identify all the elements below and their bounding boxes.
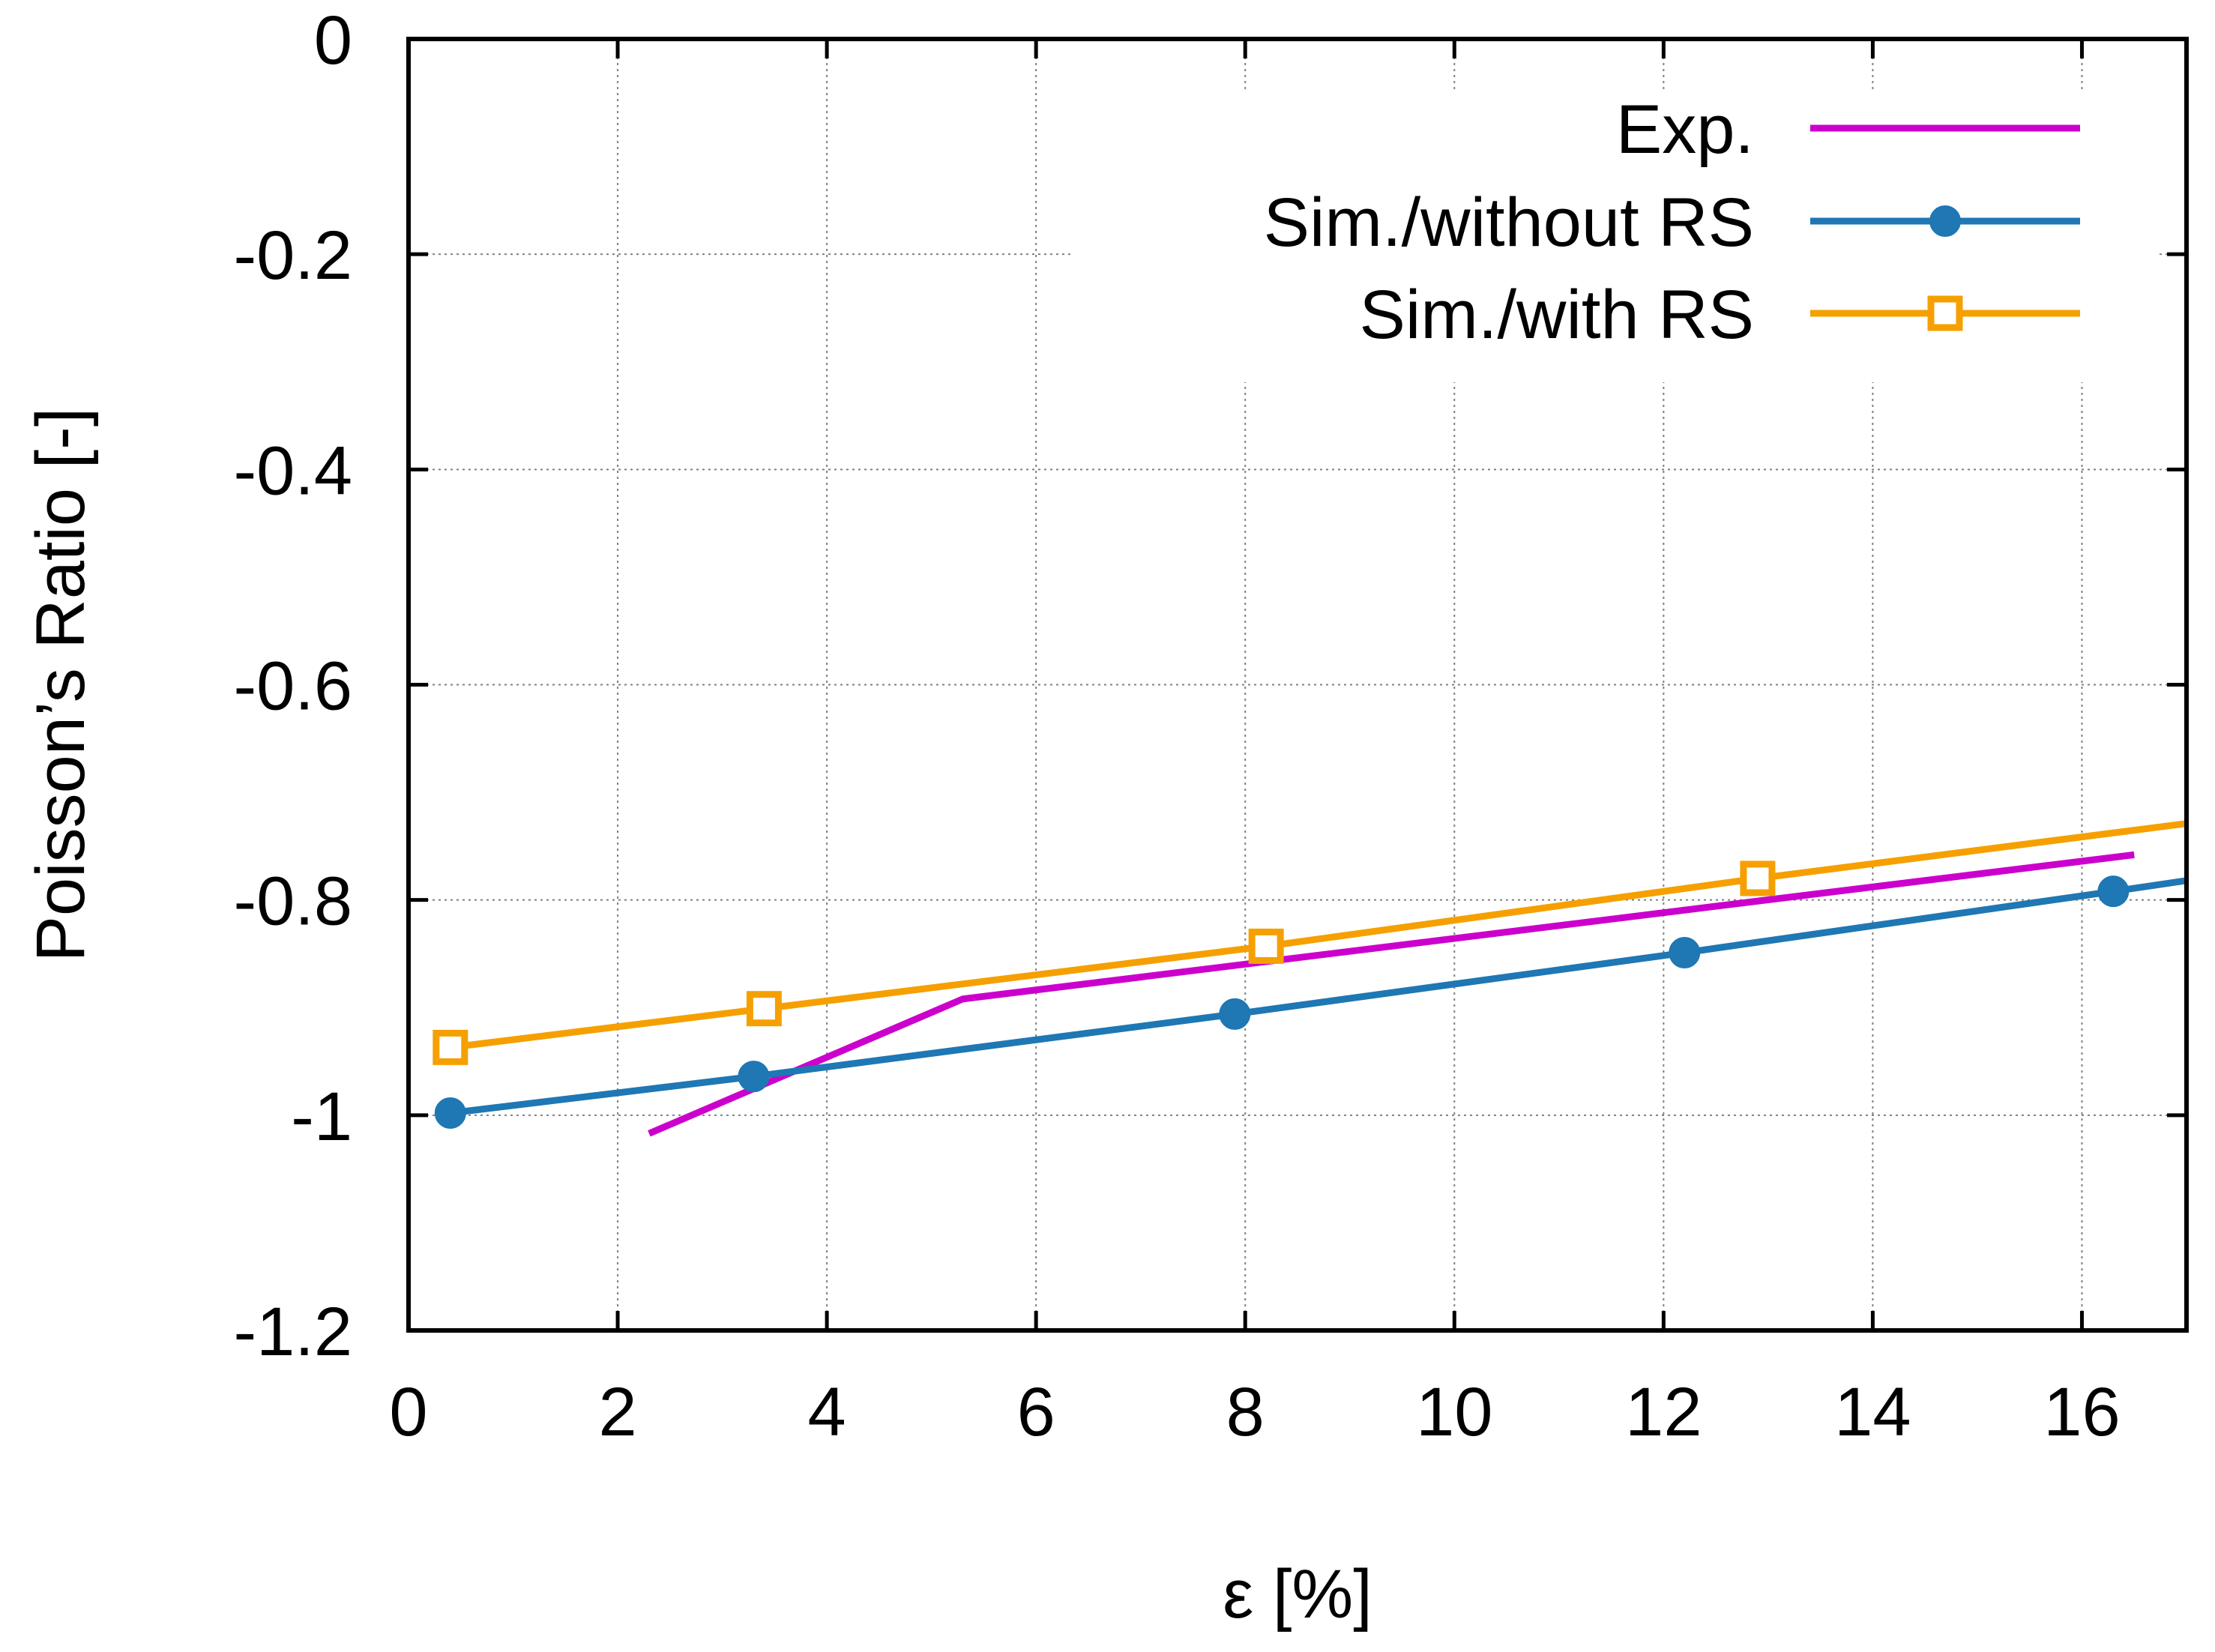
x-tick-label: 4 (808, 1374, 846, 1450)
data-point (1669, 937, 1701, 969)
data-point (1740, 860, 1776, 896)
data-point (433, 1029, 468, 1065)
data-point (746, 991, 782, 1027)
y-tick-label: -0.2 (233, 217, 352, 294)
series-sim-without-rs (434, 875, 2187, 1129)
y-tick-label: -0.4 (233, 432, 352, 509)
series-sim-with-rs (433, 820, 2187, 1065)
x-tick-label: 10 (1416, 1374, 1492, 1450)
legend-label: Exp. (1616, 91, 1754, 168)
legend-label: Sim./with RS (1359, 277, 1754, 353)
data-point (738, 1061, 770, 1093)
x-tick-label: 14 (1834, 1374, 1911, 1450)
x-axis-label: ε [%] (1223, 1556, 1372, 1633)
x-tick-label: 2 (598, 1374, 636, 1450)
legend-marker (1927, 295, 1963, 331)
data-point (1248, 928, 1284, 964)
x-tick-label: 12 (1625, 1374, 1702, 1450)
x-tick-label: 16 (2043, 1374, 2120, 1450)
data-point (2097, 875, 2130, 908)
y-tick-label: -1.2 (233, 1294, 352, 1370)
data-point (1219, 998, 1251, 1030)
legend: Exp. Sim./without RS Sim./with RS (1264, 91, 2080, 353)
data-series (433, 820, 2187, 1137)
data-point (434, 1097, 466, 1129)
axis-ticks: 0 2 4 6 8 10 12 14 16 0 -0.2 -0.4 -0.6 -0.8 -1 -1.2 (233, 2, 2187, 1450)
legend-background (1072, 90, 2159, 382)
y-tick-label: -1 (291, 1079, 352, 1155)
legend-label: Sim./without RS (1264, 184, 1754, 261)
legend-marker (1929, 205, 1961, 237)
x-tick-label: 6 (1017, 1374, 1055, 1450)
y-tick-label: -0.8 (233, 863, 352, 940)
x-tick-label: 0 (389, 1374, 427, 1450)
y-tick-label: -0.6 (233, 648, 352, 725)
x-tick-label: 8 (1226, 1374, 1265, 1450)
y-tick-label: 0 (314, 2, 352, 79)
y-axis-label: Poisson’s Ratio [-] (22, 408, 99, 962)
